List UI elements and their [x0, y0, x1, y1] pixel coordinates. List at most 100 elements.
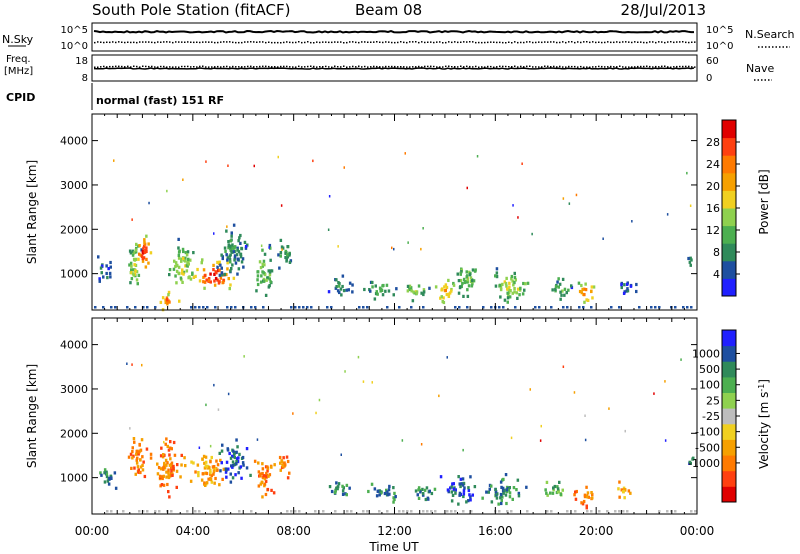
heatmap-cell: [586, 298, 590, 302]
nave-point: [277, 66, 279, 68]
heatmap-cell: [172, 440, 176, 445]
heatmap-cell: [136, 456, 139, 460]
nave-point: [94, 66, 96, 68]
heatmap-cell: [393, 491, 396, 495]
heatmap-cell: [494, 490, 498, 494]
heatmap-cell: [141, 468, 145, 472]
nave-point: [352, 65, 354, 68]
nsearch-point: [562, 41, 564, 43]
nave-point: [241, 66, 243, 68]
nsearch-point: [148, 41, 150, 43]
nsearch-point: [226, 41, 228, 43]
heatmap-cell: [513, 271, 516, 275]
heatmap-cell: [261, 264, 264, 268]
nave-point: [619, 65, 621, 67]
heatmap-cell: [333, 491, 337, 495]
nave-point: [613, 66, 615, 68]
heatmap-cell: [401, 439, 404, 442]
heatmap-cell: [556, 487, 560, 491]
heatmap-cell: [201, 472, 205, 476]
heatmap-cell: [239, 252, 243, 256]
nave-point: [235, 66, 237, 68]
heatmap-cell: [415, 291, 418, 295]
heatmap-cell: [584, 282, 587, 286]
heatmap-cell: [113, 471, 117, 475]
heatmap-cell: [232, 449, 235, 453]
heatmap-cell: [625, 282, 629, 286]
nsearch-point: [694, 41, 696, 43]
heatmap-cell: [556, 485, 559, 489]
nsearch-point: [598, 41, 600, 43]
heatmap-cell: [392, 486, 395, 490]
heatmap-cell: [584, 414, 586, 417]
heatmap-cell: [206, 306, 209, 309]
heatmap-cell: [166, 444, 169, 448]
heatmap-cell: [266, 465, 269, 469]
nsearch-point: [436, 41, 438, 43]
heatmap-cell: [590, 510, 593, 513]
nsearch-point: [649, 41, 651, 43]
nave-point: [685, 65, 687, 68]
heatmap-cell: [666, 213, 669, 216]
heatmap-cell: [257, 461, 260, 465]
heatmap-cell: [341, 284, 344, 289]
nave-point: [664, 65, 666, 67]
nave-point: [178, 66, 180, 68]
colorbar-segment: [722, 137, 736, 156]
heatmap-cell: [134, 306, 137, 309]
x-axis-label: Time UT: [368, 540, 419, 554]
heatmap-cell: [298, 510, 301, 513]
nsearch-point: [109, 41, 111, 44]
colorbar-tick-label: 24: [706, 158, 720, 171]
heatmap-cell: [205, 471, 209, 476]
heatmap-cell: [290, 306, 293, 309]
heatmap-cell: [142, 306, 145, 309]
nave-point: [676, 65, 678, 68]
nsearch-point: [589, 41, 591, 44]
colorbar-segment: [722, 208, 736, 227]
y-tick-label: 1000: [60, 472, 88, 485]
heatmap-cell: [689, 204, 692, 207]
heatmap-cell: [638, 306, 641, 309]
heatmap-cell: [545, 491, 548, 495]
heatmap-cell: [457, 502, 460, 506]
heatmap-cell: [559, 290, 562, 294]
heatmap-cell: [466, 280, 469, 284]
colorbar-segment: [722, 455, 736, 472]
heatmap-cell: [538, 306, 541, 309]
heatmap-cell: [523, 288, 526, 292]
heatmap-cell: [502, 306, 505, 309]
nsearch-point: [427, 41, 429, 43]
heatmap-cell: [103, 471, 106, 475]
heatmap-cell: [209, 272, 212, 276]
heatmap-cell: [263, 482, 267, 486]
nave-point: [622, 66, 624, 68]
nsearch-point: [106, 41, 108, 43]
nave-point: [598, 65, 600, 68]
heatmap-cell: [184, 464, 187, 468]
nsearch-point: [469, 41, 471, 43]
heatmap-cell: [129, 452, 133, 456]
nave-point: [184, 65, 186, 68]
nave-point: [268, 65, 270, 68]
nsearch-point: [499, 41, 501, 44]
nave-point: [517, 66, 519, 68]
heatmap-cell: [141, 250, 145, 254]
heatmap-cell: [512, 283, 515, 287]
heatmap-cell: [226, 258, 229, 262]
heatmap-cell: [213, 481, 216, 485]
heatmap-cell: [328, 485, 332, 489]
nave-point: [646, 65, 648, 67]
heatmap-cell: [253, 459, 257, 463]
heatmap-cell: [106, 276, 109, 280]
heatmap-cell: [512, 204, 514, 207]
nave-point: [97, 66, 99, 68]
x-tick-label: 08:00: [276, 524, 311, 538]
heatmap-cell: [422, 227, 424, 230]
heatmap-cell: [282, 456, 285, 460]
heatmap-cell: [566, 510, 569, 513]
heatmap-cell: [505, 501, 508, 506]
date-label: 28/Jul/2013: [621, 1, 706, 19]
